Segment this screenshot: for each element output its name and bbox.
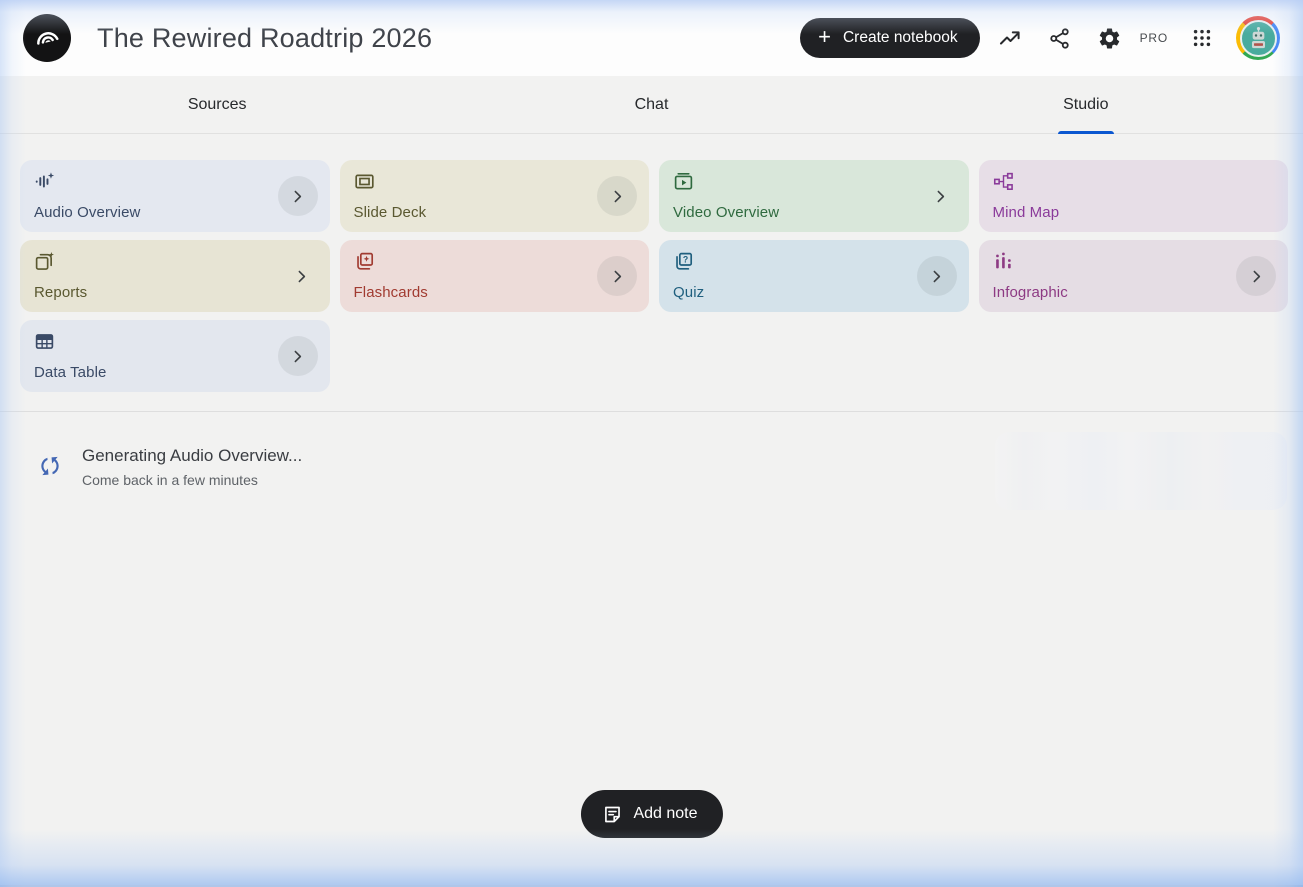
video-play-icon [674,172,693,190]
notebook-title[interactable]: The Rewired Roadtrip 2026 [97,22,433,53]
studio-cards-grid: Audio Overview Slide Deck Video Overv [20,160,1288,392]
card-label: Data Table [34,364,107,381]
tab-chat-label: Chat [634,95,669,113]
card-label: Mind Map [992,204,1060,221]
chevron-right-icon [1253,270,1260,282]
open-reports-button[interactable] [282,256,322,296]
plus-icon: + [818,24,831,49]
data-table-grid-icon [35,334,54,349]
card-slide-deck[interactable]: Slide Deck [339,160,649,232]
pro-badge: PRO [1139,31,1168,45]
flashcards-star-icon [356,252,373,270]
open-slide-deck-button[interactable] [597,176,637,216]
generation-status: Generating Audio Overview... Come back i… [37,446,302,488]
status-title: Generating Audio Overview... [82,446,303,465]
create-notebook-button[interactable]: + Create notebook [800,18,980,58]
create-notebook-label: Create notebook [842,29,958,46]
tab-studio-label: Studio [1063,95,1109,113]
chevron-right-icon [294,190,302,202]
chevron-right-icon [614,270,621,282]
settings-gear-icon[interactable] [1090,18,1130,58]
loading-skeleton [995,432,1287,510]
card-video-overview[interactable]: Video Overview [659,160,969,232]
open-audio-overview-button[interactable] [277,176,318,216]
chevron-right-icon [294,350,302,362]
quiz-question-icon: ? [676,252,693,270]
card-quiz[interactable]: ? Quiz [659,240,969,312]
chevron-right-icon [937,190,945,202]
card-flashcards[interactable]: Flashcards [339,240,649,312]
apps-grid-icon[interactable] [1182,18,1222,58]
svg-text:?: ? [683,254,688,264]
reports-sparkle-icon [35,252,54,270]
tab-studio[interactable]: Studio [869,76,1303,134]
card-label: Flashcards [353,284,428,301]
tab-sources-label: Sources [187,95,247,113]
note-icon [604,806,620,822]
open-flashcards-button[interactable] [597,256,637,296]
add-note-button[interactable]: Add note [580,790,723,838]
open-quiz-button[interactable] [916,256,957,296]
tab-sources[interactable]: Sources [0,76,434,133]
open-data-table-button[interactable] [277,336,318,376]
active-tab-underline [1057,131,1114,134]
card-reports[interactable]: Reports [20,240,330,312]
card-data-table[interactable]: Data Table [20,320,330,392]
card-infographic[interactable]: Infographic [978,240,1288,312]
analytics-icon[interactable] [990,18,1030,58]
chevron-right-icon [298,270,306,282]
app-header: The Rewired Roadtrip 2026 + Create noteb… [0,0,1303,76]
chevron-right-icon [933,270,941,282]
status-subtitle: Come back in a few minutes [82,472,258,488]
logo-arcs-icon [37,32,59,45]
card-label: Slide Deck [353,204,427,221]
tab-bar: Sources Chat Studio [0,76,1303,134]
section-divider [0,411,1303,412]
card-audio-overview[interactable]: Audio Overview [20,160,330,232]
card-mind-map[interactable]: Mind Map [978,160,1288,232]
slide-frame-icon [354,174,374,189]
card-label: Reports [34,284,88,301]
sync-spinner-icon [37,453,63,488]
card-label: Infographic [992,284,1068,301]
add-note-label: Add note [633,805,698,822]
mind-map-nodes-icon [993,172,1013,190]
infographic-bars-icon [995,252,1011,269]
avatar-robot-image [1239,19,1277,57]
card-label: Audio Overview [34,204,141,221]
user-avatar[interactable] [1236,16,1280,60]
open-infographic-button[interactable] [1236,256,1276,296]
notebooklm-logo[interactable] [23,14,71,62]
share-icon[interactable] [1040,18,1080,58]
audio-waveform-sparkle-icon [35,172,55,188]
card-label: Video Overview [673,204,780,221]
card-label: Quiz [673,284,705,301]
chevron-right-icon [614,190,621,202]
tab-chat[interactable]: Chat [434,76,868,133]
open-video-overview-button[interactable] [921,176,961,216]
